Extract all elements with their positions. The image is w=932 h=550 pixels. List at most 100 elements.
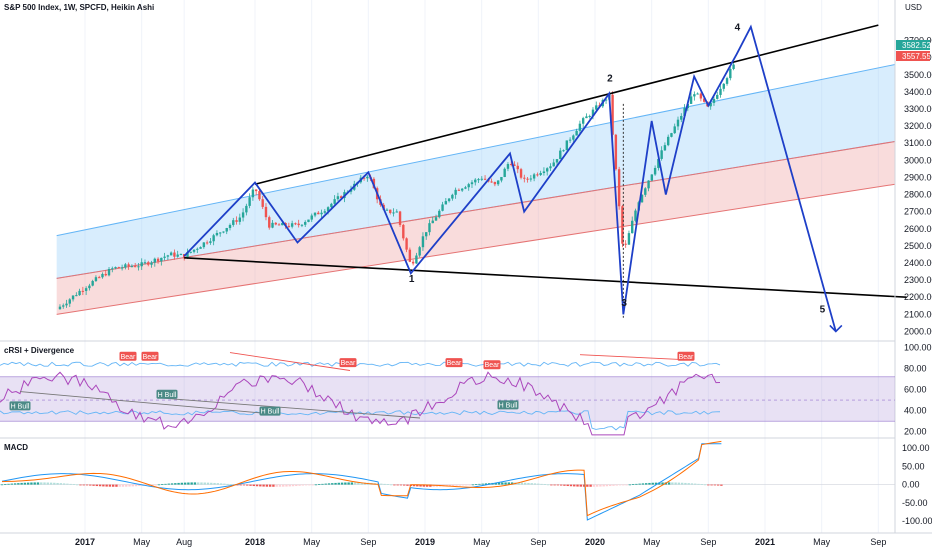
- candle-body: [415, 255, 418, 264]
- macd-histogram-bar: [582, 484, 586, 487]
- macd-histogram-bar: [524, 482, 527, 485]
- candle-body: [323, 211, 327, 213]
- macd-histogram-bar: [380, 483, 383, 485]
- candle-body: [617, 169, 621, 207]
- candle-body: [339, 196, 343, 198]
- time-axis[interactable]: 2017 May Aug 2018 May Sep 2019 May Sep 2020 May Sep…: [75, 537, 886, 547]
- macd-histogram-bar: [465, 484, 468, 486]
- candle-body: [392, 212, 395, 214]
- candle-body: [526, 178, 529, 180]
- time-tick-label: 2018: [245, 537, 265, 547]
- candle-body: [545, 168, 549, 172]
- divergence-badge-label: Bear: [121, 354, 136, 361]
- macd-histogram-bar: [324, 483, 327, 485]
- macd-histogram-bar: [265, 484, 269, 487]
- macd-histogram-bar: [249, 484, 252, 486]
- time-tick-label: Aug: [176, 537, 192, 547]
- macd-histogram-bar: [46, 482, 49, 485]
- candle-body: [196, 248, 199, 250]
- candle-body: [428, 223, 431, 233]
- macd-histogram-bar: [131, 484, 134, 487]
- upper-trendline[interactable]: [254, 24, 879, 186]
- time-tick-label: Sep: [530, 537, 546, 547]
- macd-histogram-bar: [76, 484, 79, 486]
- macd-histogram-bar: [275, 484, 278, 487]
- wave-polyline[interactable]: [183, 24, 837, 332]
- macd-histogram-bar: [694, 483, 697, 485]
- candle-body: [532, 174, 536, 179]
- macd-histogram-bar: [164, 483, 167, 485]
- macd-histogram-bar: [111, 484, 115, 487]
- candle-body: [464, 187, 467, 189]
- macd-histogram-bar: [644, 483, 648, 485]
- candle-body: [264, 206, 268, 218]
- macd-histogram-bar: [386, 484, 390, 485]
- candle-body: [591, 109, 595, 116]
- candle-body: [62, 305, 65, 307]
- candle-body: [699, 93, 703, 99]
- candle-body: [552, 162, 555, 167]
- candle-body: [732, 64, 735, 69]
- candle-body: [627, 233, 631, 245]
- candle-body: [680, 115, 683, 120]
- price-axis[interactable]: 3700.003600.003500.003400.003300.003200.…: [902, 36, 932, 527]
- wave-labels: 1 2 3 4 5: [409, 22, 826, 315]
- macd-histogram-bar: [716, 484, 720, 486]
- time-tick-label: May: [643, 537, 661, 547]
- candle-body: [716, 94, 719, 99]
- currency-label: USD: [905, 3, 922, 12]
- macd-histogram-bar: [720, 484, 723, 486]
- macd-histogram-bar: [425, 484, 429, 487]
- macd-histogram-bar: [641, 483, 645, 485]
- candle-body: [441, 204, 444, 211]
- macd-histogram-bar: [357, 482, 360, 485]
- macd-histogram-bar: [98, 484, 102, 487]
- macd-histogram-bar: [713, 484, 717, 486]
- macd-histogram-bar: [396, 484, 399, 486]
- candle-body: [581, 118, 585, 124]
- blue-channel-top: [56, 64, 896, 237]
- macd-histogram-bar: [651, 482, 654, 485]
- candle-body: [496, 180, 500, 185]
- candle-body: [725, 78, 729, 84]
- candle-body: [673, 126, 676, 134]
- macd-histogram-bar: [563, 484, 566, 486]
- macd-histogram-bar: [595, 484, 599, 487]
- macd-histogram-bar: [340, 482, 344, 485]
- candle-body: [215, 233, 219, 236]
- crsi-tick-label: 100.00: [904, 342, 932, 352]
- candle-body: [454, 189, 457, 195]
- candle-body: [418, 247, 421, 256]
- candle-body: [307, 219, 310, 222]
- macd-histogram-bar: [530, 483, 533, 485]
- candle-body: [653, 167, 657, 175]
- candle-body: [189, 251, 192, 253]
- macd-histogram-bar: [399, 484, 403, 486]
- candle-body: [222, 231, 225, 233]
- macd-histogram-bar: [321, 483, 324, 485]
- last-price-lower: 3557.55: [902, 52, 931, 61]
- macd-histogram-bar: [707, 484, 710, 486]
- macd-histogram-bar: [484, 483, 488, 485]
- candle-body: [438, 210, 441, 218]
- wave-label-4: 4: [735, 22, 741, 33]
- macd-histogram-bar: [17, 483, 20, 485]
- candle-body: [268, 217, 271, 228]
- candle-body: [604, 99, 608, 101]
- macd-histogram-bar: [30, 482, 33, 485]
- candle-body: [78, 290, 81, 296]
- macd-histogram-bar: [304, 484, 308, 486]
- divergence-badge-label: Bear: [143, 354, 158, 361]
- candle-body: [176, 254, 179, 257]
- lower-trendline[interactable]: [184, 257, 907, 299]
- candle-body: [137, 266, 140, 268]
- macd-tick-label: 0.00: [902, 480, 920, 490]
- macd-histogram-bar: [677, 482, 681, 485]
- time-tick-label: May: [813, 537, 831, 547]
- macd-histogram-bar: [242, 484, 246, 486]
- candle-body: [460, 188, 464, 191]
- macd-histogram-bar: [497, 482, 501, 485]
- macd-histogram-bar: [671, 482, 674, 485]
- crsi-tick-label: 80.00: [904, 363, 927, 373]
